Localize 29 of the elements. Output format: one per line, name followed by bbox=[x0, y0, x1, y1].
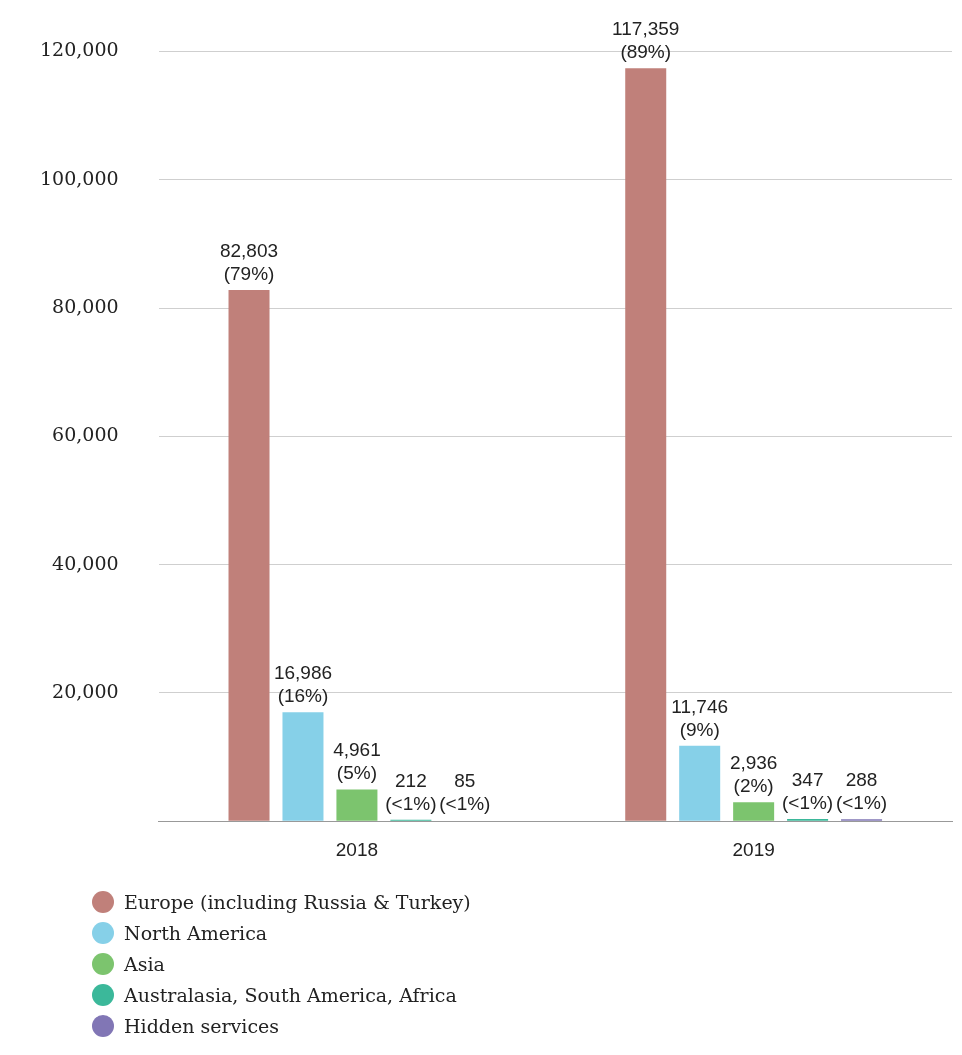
y-tick-label: 120,000 bbox=[39, 38, 119, 61]
bar bbox=[679, 745, 721, 821]
data-label: 4,961 (5%) bbox=[333, 739, 381, 784]
bar bbox=[336, 789, 378, 821]
data-label: 82,803 (79%) bbox=[219, 239, 279, 284]
y-tick-label: 80,000 bbox=[52, 294, 119, 317]
legend-label: Hidden services bbox=[124, 1014, 280, 1037]
legend-label: North America bbox=[124, 921, 268, 944]
legend-label: Asia bbox=[124, 952, 165, 975]
legend-label: Europe (including Russia & Turkey) bbox=[124, 890, 471, 913]
data-label: 117,359 (89%) bbox=[612, 18, 680, 63]
bar bbox=[228, 290, 270, 821]
data-label: 2,936 (2%) bbox=[729, 752, 778, 797]
y-tick-label: 40,000 bbox=[52, 551, 119, 574]
y-tick-label: 20,000 bbox=[52, 679, 119, 702]
y-tick-label: 60,000 bbox=[52, 423, 119, 446]
y-tick-label: 100,000 bbox=[39, 166, 119, 189]
data-label: 11,746 (9%) bbox=[671, 695, 729, 740]
legend-label: Australasia, South America, Africa bbox=[124, 983, 457, 1006]
bar bbox=[625, 68, 667, 821]
x-tick-label: 2018 bbox=[335, 838, 379, 860]
x-tick-label: 2019 bbox=[732, 838, 775, 860]
data-label: 85 (<1%) bbox=[439, 770, 491, 815]
data-label: 347 (<1%) bbox=[781, 768, 834, 813]
data-label: 16,986 (16%) bbox=[273, 661, 333, 706]
data-label: 288 (<1%) bbox=[835, 769, 888, 814]
bar bbox=[733, 802, 775, 821]
bar bbox=[282, 712, 324, 821]
data-label: 212 (<1%) bbox=[385, 769, 437, 814]
